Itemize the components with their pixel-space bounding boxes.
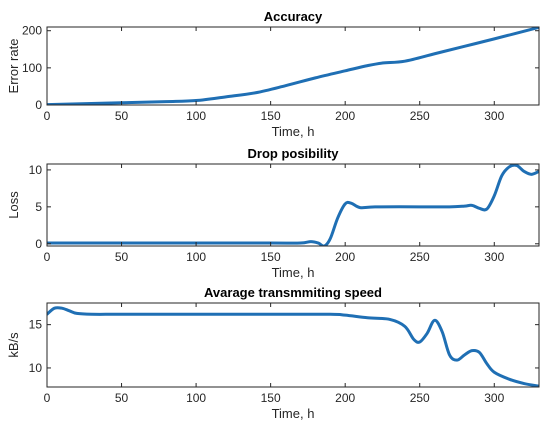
series-line-3 bbox=[47, 306, 539, 387]
chart-title: Accuracy bbox=[264, 9, 323, 24]
y-tick-label: 5 bbox=[35, 200, 42, 214]
y-tick-label: 0 bbox=[35, 98, 42, 112]
y-axis-label: Error rate bbox=[6, 39, 21, 94]
x-tick-label: 50 bbox=[115, 391, 129, 405]
x-tick-label: 50 bbox=[115, 250, 129, 264]
x-tick-label: 150 bbox=[261, 250, 281, 264]
x-tick-label: 200 bbox=[335, 391, 355, 405]
y-tick-label: 15 bbox=[29, 318, 43, 332]
chart-title: Avarage transmmiting speed bbox=[204, 285, 382, 300]
x-tick-label: 150 bbox=[261, 391, 281, 405]
x-tick-label: 100 bbox=[186, 391, 206, 405]
x-tick-label: 0 bbox=[44, 250, 51, 264]
x-tick-label: 200 bbox=[335, 250, 355, 264]
plot-frame bbox=[46, 302, 540, 388]
y-axis-label: Loss bbox=[6, 191, 21, 219]
x-tick-label: 300 bbox=[484, 109, 504, 123]
chart-panel-1: 0 50 100 150 200 250 300 0 100 200 Accuracy Time, h… bbox=[6, 9, 540, 139]
y-tick-label: 0 bbox=[35, 237, 42, 251]
x-tick-label: 0 bbox=[44, 109, 51, 123]
x-axis-label: Time, h bbox=[272, 124, 315, 139]
x-tick-label: 300 bbox=[484, 391, 504, 405]
x-tick-label: 150 bbox=[261, 109, 281, 123]
x-tick-label: 250 bbox=[410, 109, 430, 123]
y-tick-label: 10 bbox=[29, 361, 43, 375]
y-tick-label: 100 bbox=[22, 61, 42, 75]
x-tick-label: 200 bbox=[335, 109, 355, 123]
x-tick-label: 50 bbox=[115, 109, 129, 123]
y-axis-label: kB/s bbox=[6, 332, 21, 358]
x-tick-label: 100 bbox=[186, 250, 206, 264]
x-tick-label: 100 bbox=[186, 109, 206, 123]
x-tick-label: 250 bbox=[410, 250, 430, 264]
y-tick-label: 200 bbox=[22, 24, 42, 38]
x-tick-label: 0 bbox=[44, 391, 51, 405]
series-line-1 bbox=[47, 27, 539, 105]
plot-frame bbox=[46, 163, 540, 247]
x-tick-label: 300 bbox=[484, 250, 504, 264]
series-line-2 bbox=[47, 164, 539, 246]
y-tick-label: 10 bbox=[29, 163, 43, 177]
x-tick-label: 250 bbox=[410, 391, 430, 405]
chart-title: Drop posibility bbox=[248, 146, 340, 161]
x-axis-label: Time, h bbox=[272, 406, 315, 421]
x-axis-label: Time, h bbox=[272, 265, 315, 280]
chart-panel-3: 0 50 100 150 200 250 300 10 15 Avarage transmmiti… bbox=[6, 285, 540, 421]
plot-frame bbox=[46, 26, 540, 106]
chart-panel-2: 0 50 100 150 200 250 300 0 5 10 Drop posibility Tim… bbox=[6, 146, 540, 280]
